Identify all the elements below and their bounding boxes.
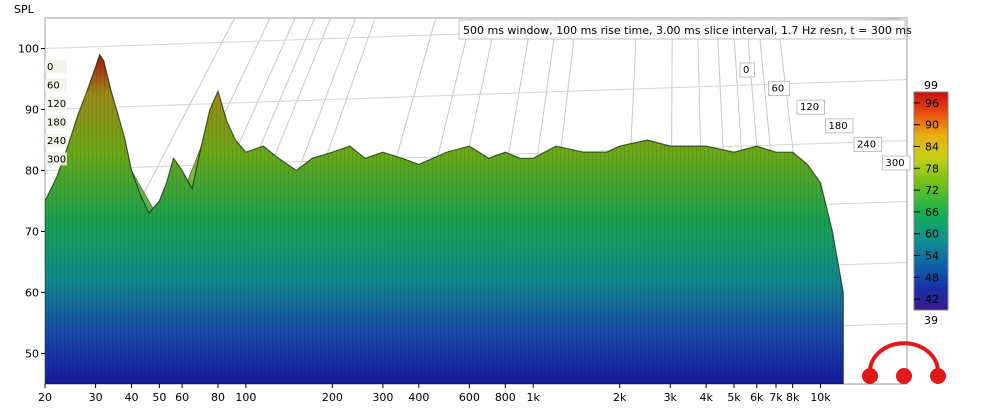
time-label-bg — [45, 97, 67, 110]
time-label-right: 120 — [800, 102, 819, 113]
time-label-right: 180 — [829, 121, 848, 132]
colorbar-tick-label: 54 — [925, 250, 939, 263]
x-tick-label: 30 — [89, 391, 103, 404]
y-tick-label: 80 — [25, 165, 39, 178]
y-tick-label: 70 — [25, 226, 39, 239]
colorbar-gradient — [913, 91, 949, 311]
time-label-bg — [825, 118, 854, 134]
x-tick-label: 600 — [459, 391, 480, 404]
x-tick-label: 3k — [664, 391, 678, 404]
time-label-left: 240 — [47, 136, 66, 147]
time-label-left: 0 — [47, 62, 53, 73]
time-label-left: 300 — [47, 155, 66, 166]
time-label-bg — [739, 62, 755, 78]
x-tick-label: 300 — [372, 391, 393, 404]
time-label-left: 120 — [47, 99, 66, 110]
colorbar-tick-label: 78 — [925, 162, 939, 175]
x-tick-label: 400 — [408, 391, 429, 404]
x-tick-label: 1k — [526, 391, 540, 404]
x-tick-label: 20 — [38, 391, 52, 404]
x-tick-label: 100 — [235, 391, 256, 404]
colorbar-tick-label: 42 — [925, 293, 939, 306]
time-label-right: 60 — [772, 84, 785, 95]
rew-logo — [862, 341, 946, 384]
colorbar-max-label: 99 — [924, 79, 938, 92]
time-label-bg — [768, 81, 790, 97]
y-axis-label: SPL — [14, 3, 35, 16]
x-tick-label: 200 — [322, 391, 343, 404]
x-tick-label: 8k — [786, 391, 800, 404]
info-text: 500 ms window, 100 ms rise time, 3.00 ms… — [463, 24, 912, 37]
time-label-left: 180 — [47, 118, 66, 129]
colorbar-min-label: 39 — [924, 314, 938, 327]
time-label-bg — [45, 152, 67, 166]
x-tick-label: 60 — [175, 391, 189, 404]
colorbar-tick-label: 66 — [925, 206, 939, 219]
time-label-bg — [853, 136, 882, 152]
x-tick-label: 4k — [699, 391, 713, 404]
colorbar-tick-label: 60 — [925, 228, 939, 241]
x-tick-label: 800 — [495, 391, 516, 404]
time-label-right: 0 — [743, 65, 749, 76]
x-tick-label: 6k — [750, 391, 764, 404]
time-label-bg — [45, 78, 67, 92]
y-tick-label: 100 — [18, 43, 39, 56]
x-tick-label: 7k — [769, 391, 783, 404]
x-tick-label: 50 — [152, 391, 166, 404]
time-label-left: 60 — [47, 81, 60, 92]
x-tick-label: 40 — [124, 391, 138, 404]
time-label-bg — [45, 134, 67, 147]
colorbar-tick-label: 84 — [925, 141, 939, 154]
time-label-bg — [45, 60, 67, 73]
time-label-right: 300 — [886, 158, 905, 169]
colorbar-tick-label: 72 — [925, 184, 939, 197]
time-label-bg — [796, 99, 825, 115]
colorbar-tick-label: 90 — [925, 119, 939, 132]
y-axis: 50 60 70 80 90 100 — [18, 43, 45, 361]
x-axis: 20 30 40 50 60 80 100 200 300 400 600 800 1k 2k 3k 4k 5k… — [38, 384, 831, 404]
x-tick-label: 10k — [810, 391, 831, 404]
colorbar: 99 39 96 90 84 78 72 66 60 54 48 42 — [913, 79, 949, 327]
y-tick-label: 50 — [25, 348, 39, 361]
time-label-bg — [882, 155, 911, 171]
x-tick-label: 5k — [727, 391, 741, 404]
info-box — [458, 19, 906, 40]
surface-texture — [45, 54, 844, 384]
time-axis-labels: 0 0 60 60 120 120 180 180 240 240 300 300 — [45, 60, 911, 171]
colorbar-tick-label: 96 — [925, 97, 939, 110]
time-label-bg — [45, 115, 67, 129]
x-tick-label: 80 — [211, 391, 225, 404]
time-label-right: 240 — [857, 139, 876, 150]
y-tick-label: 60 — [25, 287, 39, 300]
colorbar-tick-label: 48 — [925, 271, 939, 284]
y-tick-label: 90 — [25, 104, 39, 117]
x-tick-label: 2k — [613, 391, 627, 404]
waterfall-surface — [45, 53, 844, 384]
